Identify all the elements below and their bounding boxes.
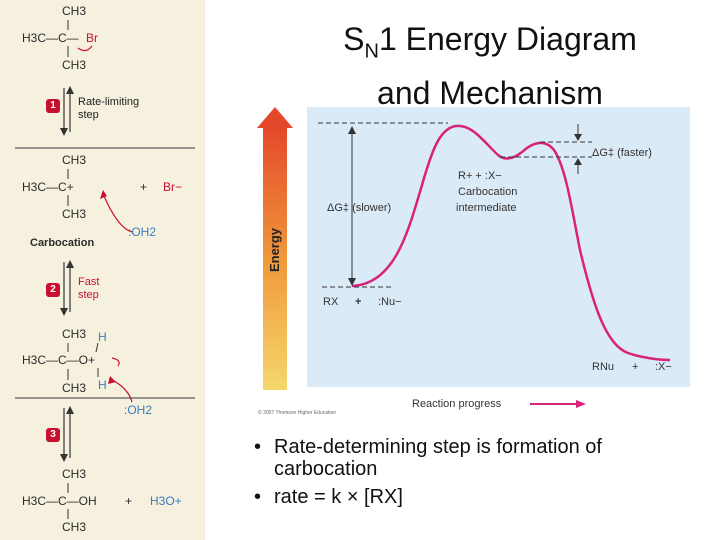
bullet-2: rate = k × [RX]: [250, 486, 710, 508]
m2-plus: +: [140, 180, 148, 194]
intermediate-species: R+ + :X−: [458, 170, 502, 182]
intermediate-label-2: intermediate: [456, 202, 517, 214]
step2-badge: 2: [46, 283, 60, 297]
plot-panel: [307, 107, 690, 387]
reactant-plus: +: [355, 296, 361, 308]
step2-text: Fast step: [78, 276, 99, 302]
step1-text-line2: step: [78, 109, 99, 121]
energy-axis-arrowhead: [257, 107, 293, 128]
m4-mid: H3C—C—OH: [22, 494, 97, 508]
m2-bottom: CH3: [62, 207, 87, 221]
title-rest: 1 Energy Diagram: [378, 21, 637, 57]
energy-axis-label: Energy: [267, 227, 282, 272]
m2-bromide: Br−: [163, 180, 183, 194]
delta-g-fast-head-top: [574, 134, 582, 141]
m4-bottom: CH3: [62, 520, 87, 534]
step2-text-line1: Fast: [78, 276, 100, 288]
step3-badge: 3: [46, 428, 60, 442]
step1-badge: 1: [46, 99, 60, 113]
step2-text-line2: step: [78, 289, 99, 301]
m2-top: CH3: [62, 153, 87, 167]
m3-mid: H3C—C—O+: [22, 353, 96, 367]
m3-bottom: CH3: [62, 381, 87, 395]
m4-plus: +: [125, 494, 133, 508]
m3-top: CH3: [62, 327, 87, 341]
m3-h1: H: [98, 330, 107, 344]
intermediate-label-1: Carbocation: [458, 186, 517, 198]
m3-water: :OH2: [124, 403, 153, 417]
m4-hydronium: H3O+: [150, 494, 182, 508]
delta-g-fast-label: ΔG‡ (faster): [592, 147, 652, 159]
copyright-text: © 2007 Thomson Higher Education: [258, 409, 336, 416]
bullet-list: Rate-determining step is formation of ca…: [250, 436, 710, 514]
product-rnu: RNu: [592, 361, 614, 373]
m1-top: CH3: [62, 4, 87, 18]
reactant-rx: RX: [323, 296, 339, 308]
x-axis-label: Reaction progress: [412, 398, 502, 410]
carbocation-label: Carbocation: [30, 237, 95, 249]
step1-text: Rate-limiting step: [78, 96, 139, 122]
step1-text-line1: Rate-limiting: [78, 96, 140, 108]
slide-title: SN1 Energy Diagram and Mechanism: [290, 18, 690, 114]
energy-axis-bar: [263, 126, 287, 390]
title-n-subscript: N: [364, 40, 379, 63]
title-line1: SN1 Energy Diagram: [290, 18, 690, 72]
delta-g-slow-head-top: [348, 126, 356, 134]
m1-mid-left: H3C—C—: [22, 31, 79, 45]
bullet-1: Rate-determining step is formation of ca…: [250, 436, 710, 480]
energy-curve: [351, 124, 671, 362]
reactant-nu: :Nu−: [378, 296, 402, 308]
m1-bromine: Br: [86, 31, 98, 45]
m2-water: :OH2: [128, 225, 157, 239]
m4-top: CH3: [62, 467, 87, 481]
product-plus: +: [632, 361, 638, 373]
m3-h2: H: [98, 378, 107, 392]
title-line2: and Mechanism: [377, 75, 603, 112]
mechanism-panel: CH3 H3C—C— Br CH3 1 Rate-limiting step C…: [0, 0, 205, 540]
m2-mid: H3C—C+: [22, 180, 74, 194]
product-x: :X−: [655, 361, 672, 373]
delta-g-slow-head-bottom: [348, 278, 356, 286]
title-s: S: [343, 21, 365, 57]
delta-g-fast-head-bottom: [574, 158, 582, 165]
m1-bottom: CH3: [62, 58, 87, 72]
x-axis-arrowhead: [576, 400, 586, 408]
delta-g-slow-label: ΔG‡ (slower): [327, 202, 391, 214]
